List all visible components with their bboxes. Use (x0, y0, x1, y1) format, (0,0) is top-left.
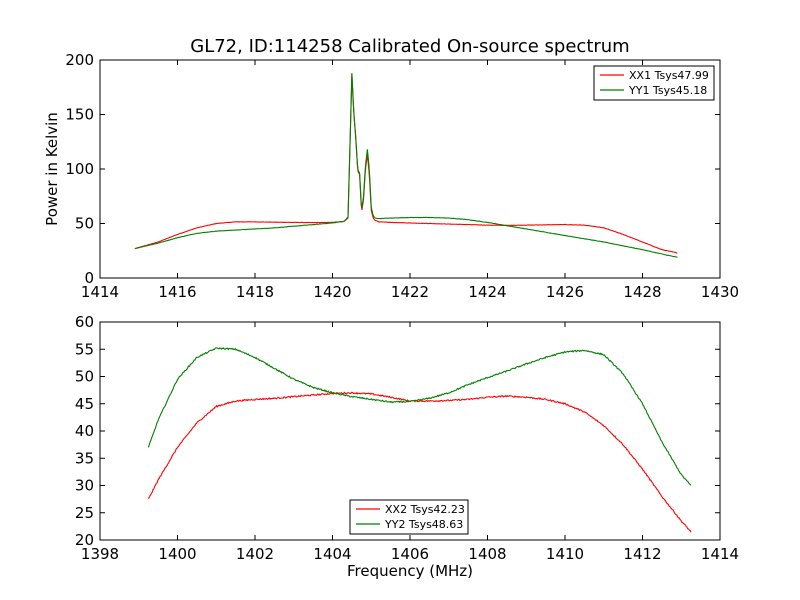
y-tick-label: 50 (75, 215, 94, 233)
y-tick-label: 60 (75, 313, 94, 331)
legend-entry: XX1 Tsys47.99 (629, 69, 709, 82)
x-tick-label: 1430 (701, 283, 739, 301)
legend-box (349, 499, 469, 535)
x-tick-label: 1418 (236, 283, 274, 301)
x-tick-label: 1414 (701, 545, 739, 563)
legend-entry: XX2 Tsys42.23 (385, 503, 465, 516)
x-tick-label: 1424 (468, 283, 506, 301)
y-axis-label: Power in Kelvin (43, 112, 61, 226)
x-tick-label: 1400 (158, 545, 196, 563)
legend: XX2 Tsys42.23 YY2 Tsys48.63 (349, 499, 469, 535)
x-tick-label: 1428 (623, 283, 661, 301)
y-tick-label: 55 (75, 340, 94, 358)
legend-entry: YY1 Tsys45.18 (628, 84, 707, 97)
chart-panels: 1414 1416 1418 1420 1422 1424 1426 1428 14300501… (43, 51, 739, 580)
series-line-yy2 (147, 347, 692, 486)
chart-panel-1: 1414 1416 1418 1420 1422 1424 1426 1428 1430 0 50 1… (43, 51, 739, 301)
y-tick-label: 45 (75, 395, 94, 413)
x-tick-label: 1406 (391, 545, 429, 563)
x-tick-label: 1410 (546, 545, 584, 563)
chart-title: GL72, ID:114258 Calibrated On-source spe… (190, 36, 629, 57)
x-tick-label: 1414 (81, 283, 119, 301)
series-line-xx1 (134, 74, 678, 254)
x-tick-label: 1420 (313, 283, 351, 301)
x-tick-label: 1422 (391, 283, 429, 301)
y-tick-label: 0 (84, 269, 94, 287)
y-tick-label: 20 (75, 531, 94, 549)
x-tick-label: 1398 (81, 545, 119, 563)
y-tick-label: 200 (65, 51, 94, 69)
legend: XX1 Tsys47.99 YY1 Tsys45.18 (593, 65, 715, 101)
series-line-yy1 (134, 73, 678, 258)
x-tick-label: 1404 (313, 545, 351, 563)
chart-panel-2: 1398 1400 1402 1404 1406 1408 1410 1412 1414 20 25… (75, 313, 739, 580)
y-tick-label: 40 (75, 422, 94, 440)
x-tick-label: 1402 (236, 545, 274, 563)
y-tick-label: 50 (75, 368, 94, 386)
x-axis-label: Frequency (MHz) (347, 562, 473, 580)
y-tick-label: 150 (65, 106, 94, 124)
x-tick-label: 1412 (623, 545, 661, 563)
x-tick-label: 1416 (158, 283, 196, 301)
legend-box (593, 65, 715, 101)
y-tick-label: 100 (65, 160, 94, 178)
y-tick-label: 30 (75, 477, 94, 495)
series-line-xx2 (147, 391, 692, 533)
x-tick-label: 1408 (468, 545, 506, 563)
y-tick-label: 25 (75, 504, 94, 522)
y-tick-label: 35 (75, 449, 94, 467)
x-tick-label: 1426 (546, 283, 584, 301)
legend-entry: YY2 Tsys48.63 (384, 518, 463, 531)
